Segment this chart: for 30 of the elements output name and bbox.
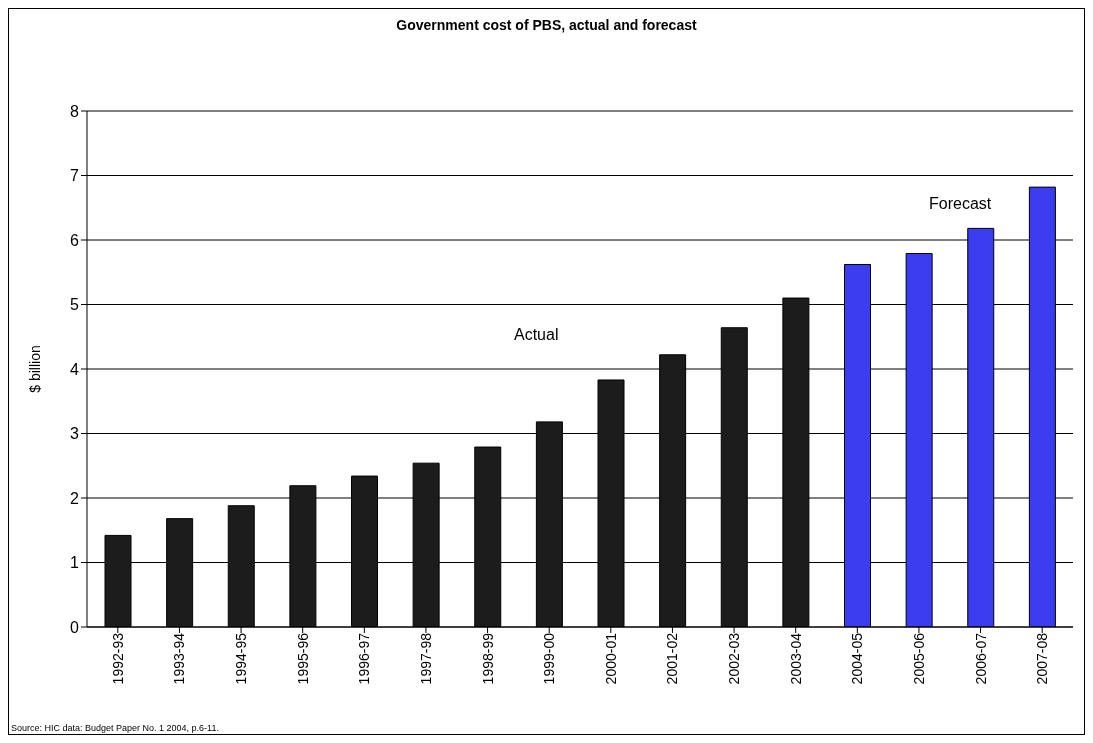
x-tick-label: 1994-95: [233, 632, 249, 685]
chart-title: Government cost of PBS, actual and forecast: [395, 17, 698, 33]
x-tick-label: 2003-04: [787, 632, 804, 685]
x-tick-label: 1997-98: [417, 632, 434, 685]
x-tick-label: 1996-97: [356, 632, 373, 685]
source-note: Source: HIC data: Budget Paper No. 1 2004, p.6-11.: [11, 723, 219, 733]
y-tick-label: 1: [70, 554, 80, 572]
x-tick-label: 2005-06: [910, 632, 927, 685]
x-tick-label: 2000-01: [602, 632, 619, 685]
x-tick-label: 1995-96: [294, 632, 311, 685]
x-tick-label: 1998-99: [479, 632, 496, 685]
y-tick-label: 7: [70, 167, 80, 185]
y-tick-label: 4: [70, 360, 80, 378]
y-tick-label: 2: [70, 489, 80, 507]
x-tick-label: 2004-05: [849, 632, 866, 685]
annotation: Actual: [514, 326, 559, 344]
x-tick-label: 1999-00: [541, 632, 558, 685]
x-tick-label: 1992-93: [109, 632, 126, 685]
annotation: Forecast: [929, 195, 992, 213]
y-tick-label: 0: [70, 618, 80, 636]
y-tick-label: 3: [70, 425, 80, 443]
y-tick-label: 6: [70, 231, 80, 249]
x-tick-label: 2006-07: [972, 632, 989, 685]
x-tick-label: 2007-08: [1034, 632, 1051, 685]
x-tick-label: 2002-03: [726, 632, 742, 685]
x-tick-label: 1993-94: [171, 632, 188, 685]
x-tick-label: 2001-02: [664, 632, 681, 685]
y-tick-label: 8: [70, 102, 80, 120]
y-tick-label: 5: [70, 296, 80, 314]
y-axis-title: $ billion: [26, 345, 43, 393]
